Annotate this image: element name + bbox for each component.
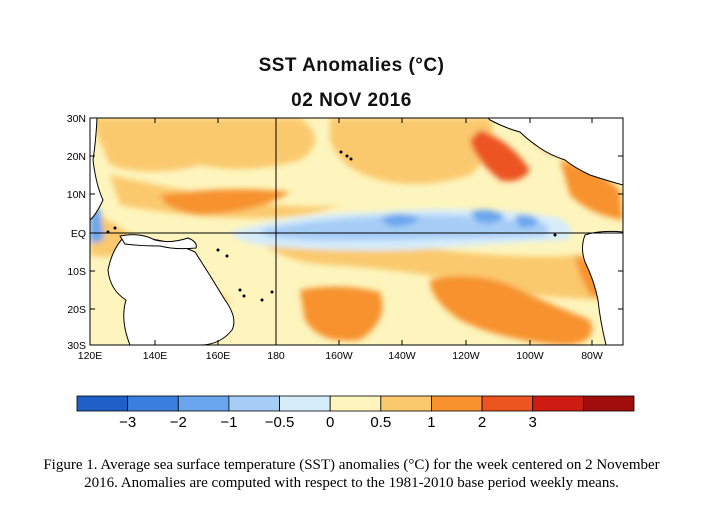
north-america-landmass — [487, 118, 623, 186]
warm-region — [560, 160, 623, 220]
lon-label: 120E — [78, 350, 103, 362]
colorbar-swatch — [380, 395, 432, 412]
warm-region — [260, 240, 623, 300]
colorbar-swatch — [279, 395, 331, 412]
colorbar-swatch — [431, 395, 483, 412]
warm-region — [110, 175, 340, 219]
new-guinea-landmass — [119, 234, 197, 250]
warm-region — [330, 118, 493, 184]
colorbar-label: 2 — [477, 414, 487, 431]
lon-label: 100W — [516, 350, 544, 362]
lat-label: 10S — [67, 266, 86, 278]
colorbar-swatch — [532, 395, 584, 412]
warm-region — [300, 286, 383, 341]
lon-label: 80W — [581, 350, 603, 362]
caption-line-2: 2016. Anomalies are computed with respec… — [84, 475, 619, 491]
warm-region — [90, 118, 315, 172]
colorbar-swatch — [76, 395, 129, 412]
lon-label: 140E — [143, 350, 168, 362]
lat-label: EQ — [71, 228, 86, 240]
colorbar-label: −1 — [220, 414, 238, 431]
caption-line-1: Figure 1. Average sea surface temperatur… — [43, 457, 660, 473]
colorbar-swatch — [582, 395, 635, 412]
lon-label: 120W — [452, 350, 480, 362]
lon-label: 160E — [206, 350, 231, 362]
colorbar-label: 1 — [427, 414, 436, 431]
map-title: SST Anomalies (°C) — [258, 55, 445, 76]
colorbar-swatch — [127, 395, 179, 412]
cool-region — [260, 215, 549, 241]
colorbar-label: 0.5 — [370, 414, 392, 431]
lat-label: 30S — [67, 340, 86, 352]
lon-label: 140W — [388, 350, 416, 362]
lon-label: 160W — [325, 350, 353, 362]
anomaly-field — [90, 118, 623, 345]
cool-region — [380, 214, 420, 227]
longitude-labels: 120E 140E 160E 180 160W 140W 120W 100W 80W — [78, 350, 603, 362]
map-frame — [89, 117, 624, 346]
figure-caption: Figure 1. Average sea surface temperatur… — [0, 456, 703, 492]
cool-region — [515, 214, 540, 228]
warm-region — [470, 130, 530, 182]
lat-label: 10N — [67, 189, 86, 201]
lat-label: 30N — [67, 113, 86, 125]
colorbar-swatch — [481, 395, 534, 412]
colorbar-swatch — [329, 395, 382, 412]
colorbar-label: −0.5 — [264, 414, 295, 431]
colorbar-swatch — [177, 395, 230, 412]
colorbar — [76, 395, 635, 412]
colorbar-label: −2 — [169, 414, 187, 431]
south-america-landmass — [582, 230, 623, 345]
map-date: 02 NOV 2016 — [291, 90, 412, 111]
warm-region — [430, 276, 592, 345]
lat-label: 20S — [67, 304, 86, 316]
colorbar-swatch — [228, 395, 280, 412]
lat-label: 20N — [67, 151, 86, 163]
colorbar-label: 3 — [528, 414, 537, 431]
cool-region — [470, 209, 505, 224]
map-axis-ticks — [89, 117, 623, 346]
colorbar-label: −3 — [119, 414, 137, 431]
lon-label: 180 — [267, 350, 285, 362]
latitude-labels: 30N 20N 10N EQ 10S 20S 30S — [67, 113, 86, 352]
colorbar-label: 0 — [326, 414, 335, 431]
warm-region — [160, 189, 290, 215]
